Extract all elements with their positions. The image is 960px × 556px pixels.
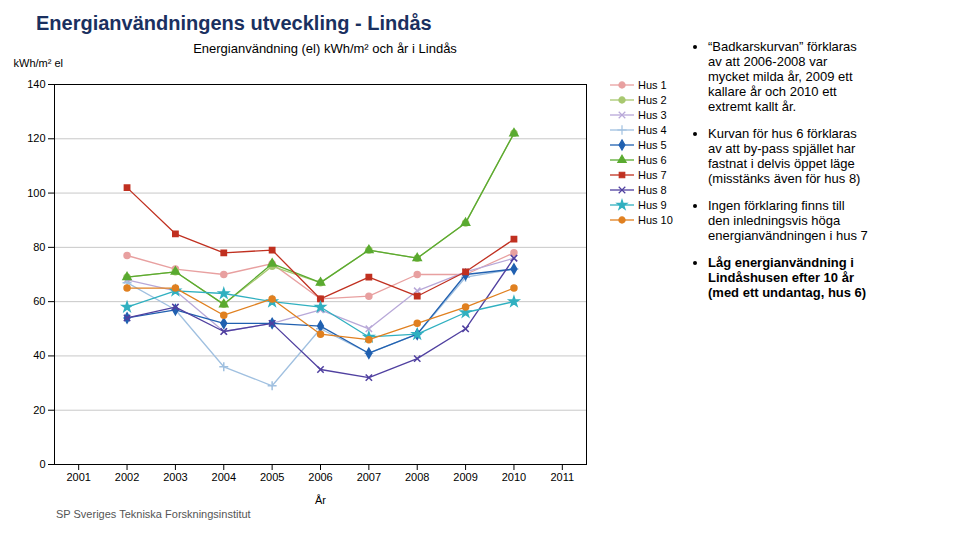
svg-text:2003: 2003 xyxy=(163,471,187,483)
html-text:av att 2006-2008 var: av att 2006-2008 var xyxy=(708,54,828,69)
svg-text:60: 60 xyxy=(33,295,45,307)
svg-text:2007: 2007 xyxy=(357,471,381,483)
html-text:kallare år och 2010 ett: kallare år och 2010 ett xyxy=(708,84,837,99)
svg-text:100: 100 xyxy=(27,187,45,199)
html-text:Hus 10: Hus 10 xyxy=(638,214,673,226)
svg-text:2002: 2002 xyxy=(115,471,139,483)
html-text:(misstänks även för hus 8): (misstänks även för hus 8) xyxy=(708,171,861,186)
svg-text:kWh/m² el: kWh/m² el xyxy=(14,57,64,69)
svg-text:2006: 2006 xyxy=(308,471,332,483)
svg-text:2009: 2009 xyxy=(453,471,477,483)
html-text:SP Sveriges Tekniska Forskning: SP Sveriges Tekniska Forskningsinstitut xyxy=(56,508,251,520)
html-text:Hus 3: Hus 3 xyxy=(638,109,667,121)
html-text:Hus 2: Hus 2 xyxy=(638,94,667,106)
html-text:energianvändningen i hus 7: energianvändningen i hus 7 xyxy=(708,228,868,243)
html-text:Ingen förklaring finns till: Ingen förklaring finns till xyxy=(708,198,845,213)
html-text:Hus 1: Hus 1 xyxy=(638,79,667,91)
html-text:Hus 9: Hus 9 xyxy=(638,199,667,211)
html-text:den inledningsvis höga: den inledningsvis höga xyxy=(708,213,841,228)
html-text:extremt kallt år.: extremt kallt år. xyxy=(708,99,797,114)
html-text:Låg energianvändning i: Låg energianvändning i xyxy=(708,255,854,270)
html-text:(med ett undantag, hus 6): (med ett undantag, hus 6) xyxy=(708,285,867,300)
html-text:Kurvan för hus 6 förklaras: Kurvan för hus 6 förklaras xyxy=(708,126,857,141)
html-text:Hus 6: Hus 6 xyxy=(638,154,667,166)
html-text:Energianvändningens utveckling: Energianvändningens utveckling - Lindås xyxy=(36,12,432,34)
svg-text:80: 80 xyxy=(33,241,45,253)
svg-text:120: 120 xyxy=(27,132,45,144)
svg-text:140: 140 xyxy=(27,78,45,90)
svg-text:0: 0 xyxy=(39,458,45,470)
html-text:Hus 7: Hus 7 xyxy=(638,169,667,181)
html-text:“Badkarskurvan” förklaras: “Badkarskurvan” förklaras xyxy=(708,39,857,54)
svg-text:20: 20 xyxy=(33,404,45,416)
html-text:av att by-pass spjället har: av att by-pass spjället har xyxy=(708,141,856,156)
svg-text:2011: 2011 xyxy=(550,471,574,483)
html-text:fastnat i delvis öppet läge: fastnat i delvis öppet läge xyxy=(708,156,855,171)
html-text:mycket milda år, 2009 ett: mycket milda år, 2009 ett xyxy=(708,69,853,84)
svg-text:2005: 2005 xyxy=(260,471,284,483)
html-text:Lindåshusen efter 10 år: Lindåshusen efter 10 år xyxy=(708,270,854,285)
html-text:Hus 8: Hus 8 xyxy=(638,184,667,196)
svg-text:40: 40 xyxy=(33,349,45,361)
svg-text:2008: 2008 xyxy=(405,471,429,483)
svg-text:2004: 2004 xyxy=(212,471,236,483)
html-text:Energianvändning (el) kWh/m² o: Energianvändning (el) kWh/m² och år i Li… xyxy=(193,41,457,56)
html-text:Hus 4: Hus 4 xyxy=(638,124,667,136)
svg-text:År: År xyxy=(315,494,326,506)
svg-text:2010: 2010 xyxy=(502,471,526,483)
svg-text:2001: 2001 xyxy=(66,471,90,483)
html-text:Hus 5: Hus 5 xyxy=(638,139,667,151)
